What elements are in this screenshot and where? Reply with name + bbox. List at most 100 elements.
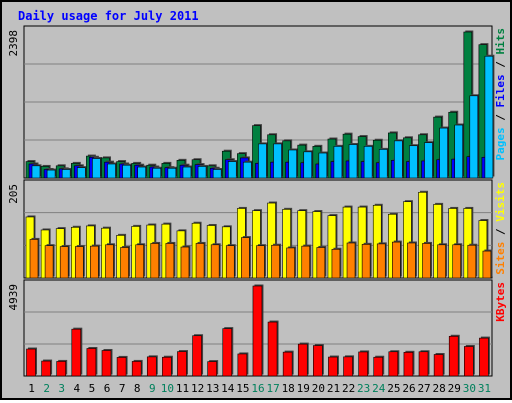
kbytes-bar <box>131 361 142 377</box>
sites-bar <box>286 247 295 279</box>
x-tick-label: 29 <box>448 382 461 395</box>
x-tick-label: 6 <box>104 382 111 395</box>
sites-bar <box>74 246 84 279</box>
pages-bar <box>409 145 418 179</box>
pages-bar <box>61 169 71 179</box>
x-tick-label: 27 <box>417 382 430 395</box>
kbytes-bar <box>297 343 308 377</box>
kbytes-bar <box>177 351 187 377</box>
sites-bar <box>165 243 175 279</box>
kbytes-bar <box>146 356 157 377</box>
pages-bar <box>137 166 146 179</box>
sites-bar <box>180 246 190 279</box>
kbytes-bar <box>388 351 399 377</box>
x-tick-label: 9 <box>149 382 156 395</box>
legend-part: Hits <box>494 28 507 55</box>
kbytes-bar <box>403 352 414 377</box>
x-tick-label: 1 <box>28 382 35 395</box>
pages-bar <box>394 140 403 179</box>
pages-bar <box>167 167 177 179</box>
x-tick-label: 26 <box>402 382 415 395</box>
sites-bar <box>241 237 250 279</box>
sites-bar <box>210 244 220 279</box>
y-max-label: 2398 <box>7 30 20 57</box>
kbytes-bar <box>222 328 233 377</box>
sites-bar <box>422 243 431 279</box>
x-tick-label: 23 <box>357 382 370 395</box>
x-tick-label: 15 <box>236 382 249 395</box>
pages-bar <box>122 164 131 179</box>
pages-bar <box>288 149 297 179</box>
x-tick-label: 21 <box>327 382 340 395</box>
panel-visits-sites: 205 Sites / Visits <box>7 179 507 279</box>
x-tick-label: 24 <box>372 382 386 395</box>
pages-bar <box>378 149 388 179</box>
x-tick-label: 3 <box>58 382 65 395</box>
sites-bar <box>316 247 326 279</box>
sites-bar <box>59 246 69 279</box>
kbytes-bar <box>358 351 368 377</box>
sites-bar <box>467 244 477 279</box>
pages-bar <box>348 144 358 179</box>
pages-bar <box>484 55 494 179</box>
sites-bar <box>361 244 371 279</box>
pages-bar <box>273 143 282 179</box>
pages-bar <box>424 142 433 179</box>
x-tick-label: 22 <box>342 382 355 395</box>
x-tick-label: 28 <box>433 382 446 395</box>
kbytes-bar <box>479 337 489 377</box>
sites-bar <box>482 250 492 279</box>
sites-bar <box>90 245 99 279</box>
kbytes-bar <box>101 350 112 377</box>
sites-bar <box>331 248 341 279</box>
sites-bar <box>29 239 39 279</box>
pages-bar <box>258 143 267 179</box>
kbytes-bar <box>433 354 444 377</box>
kbytes-bar <box>448 335 459 377</box>
sites-bar <box>452 244 462 279</box>
sites-bar <box>120 247 129 279</box>
sites-bar <box>271 244 280 279</box>
pages-bar <box>227 161 237 179</box>
legend-part: Files <box>494 74 507 107</box>
pages-bar <box>454 124 464 179</box>
pages-bar <box>333 146 343 179</box>
legend-label-bottom: KBytes <box>494 282 507 322</box>
pages-bar <box>107 163 116 179</box>
panel-hits-files-pages: 2398 Pages / Files / Hits <box>7 25 507 179</box>
kbytes-bar <box>343 356 353 377</box>
x-tick-label: 7 <box>119 382 126 395</box>
pages-bar <box>363 146 373 179</box>
x-tick-label: 11 <box>176 382 189 395</box>
sites-bar <box>437 244 446 279</box>
x-tick-label: 25 <box>387 382 400 395</box>
pages-bar <box>46 169 56 179</box>
kbytes-bar <box>162 356 172 377</box>
kbytes-bar <box>282 351 293 377</box>
x-tick-label: 20 <box>312 382 325 395</box>
x-tick-label: 31 <box>478 382 491 395</box>
sites-bar <box>135 244 144 279</box>
kbytes-bar <box>116 357 127 377</box>
x-tick-label: 8 <box>134 382 141 395</box>
kbytes-bar <box>207 361 217 377</box>
x-tick-label: 12 <box>191 382 204 395</box>
legend-part: Visits <box>494 182 507 222</box>
kbytes-bar <box>328 356 338 377</box>
x-tick-label: 19 <box>297 382 310 395</box>
sites-bar <box>105 244 114 279</box>
kbytes-bar <box>418 351 429 377</box>
kbytes-bar <box>267 321 278 377</box>
x-tick-label: 16 <box>251 382 264 395</box>
y-max-label: 205 <box>7 184 20 204</box>
x-tick-label: 5 <box>89 382 96 395</box>
x-tick-label: 14 <box>221 382 235 395</box>
legend-part: / <box>494 55 507 75</box>
sites-bar <box>301 245 311 279</box>
legend-part: / <box>494 108 507 128</box>
legend-label-top: Pages / Files / Hits <box>494 28 507 161</box>
kbytes-bar <box>464 346 474 377</box>
kbytes-bar <box>237 353 248 377</box>
pages-bar <box>318 152 328 179</box>
